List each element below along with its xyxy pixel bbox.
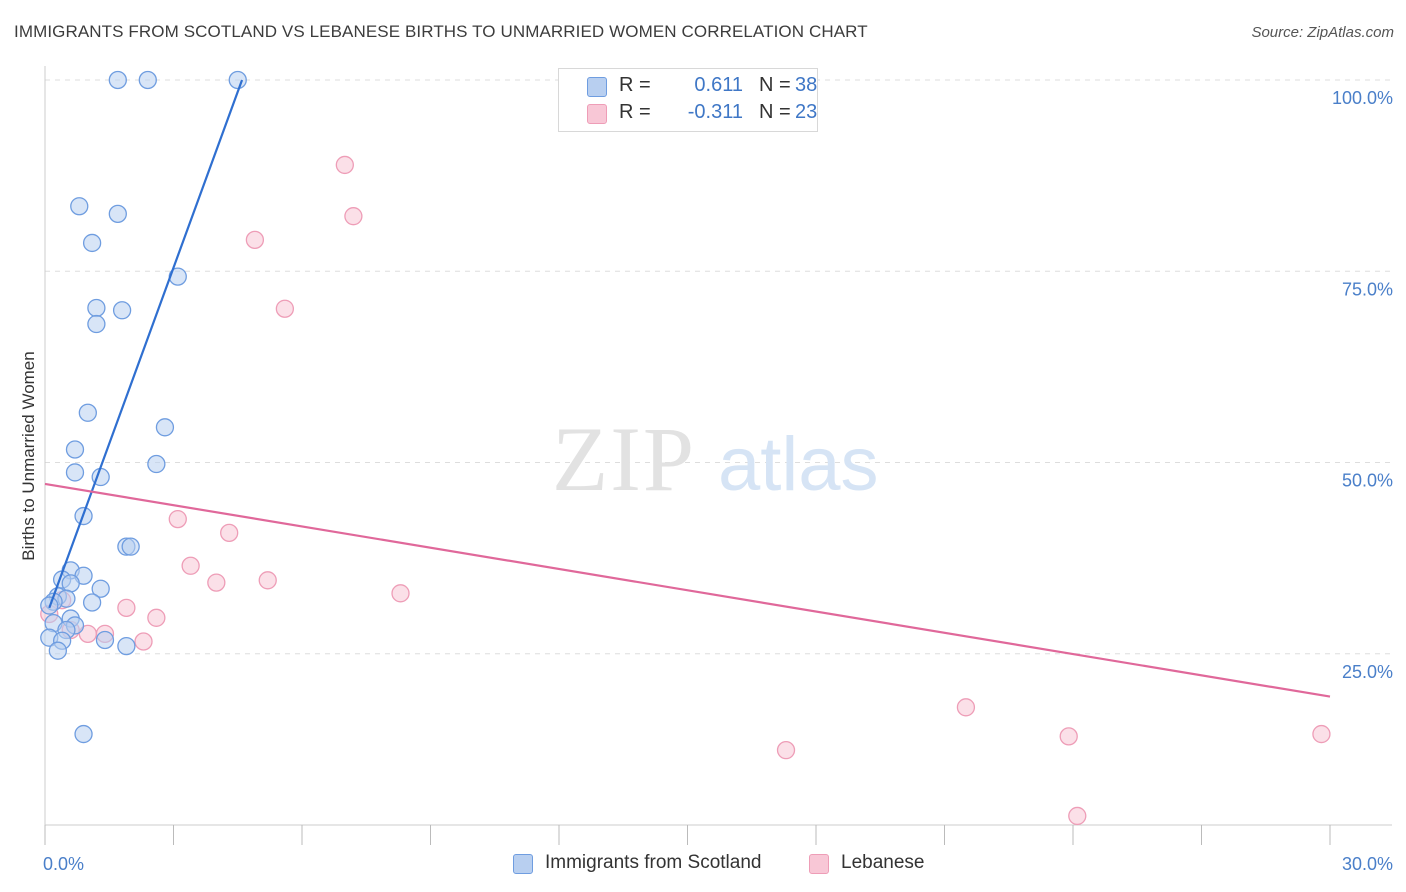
lebanese-point	[776, 740, 796, 760]
watermark-zip: ZIP	[552, 408, 696, 510]
scotland-trend-line	[48, 79, 244, 609]
lebanese-point	[181, 556, 200, 575]
correlation-legend: R = 0.611 N = 38 R = -0.311 N = 23	[558, 68, 818, 132]
lebanese-point	[275, 299, 295, 318]
bottom-legend-label: Lebanese	[841, 852, 925, 873]
scotland-point	[155, 418, 175, 437]
legend-n-label: N =	[759, 74, 791, 96]
scotland-point	[108, 70, 127, 90]
grid-lines	[45, 79, 1392, 655]
y-tick-label: 25.0%	[1342, 662, 1393, 682]
lebanese-point	[245, 230, 265, 250]
lebanese-point	[956, 698, 976, 717]
scotland-point	[108, 204, 127, 224]
watermark-atlas: atlas	[718, 422, 879, 507]
trend-lines	[44, 79, 1331, 698]
bottom-legend-swatch-blue	[513, 854, 533, 874]
scotland-point	[87, 298, 106, 318]
legend-n-label: N =	[759, 101, 791, 123]
lebanese-point	[134, 632, 153, 651]
lebanese-trend-line	[44, 482, 1331, 698]
chart-title: IMMIGRANTS FROM SCOTLAND VS LEBANESE BIR…	[14, 22, 868, 41]
legend-swatch-blue	[587, 77, 607, 97]
bottom-legend-label: Immigrants from Scotland	[545, 852, 762, 873]
scotland-point	[147, 454, 166, 474]
scotland-point	[48, 641, 67, 660]
legend-n-value: 23	[795, 101, 818, 123]
scotland-point	[82, 593, 102, 612]
axes	[44, 66, 1392, 845]
scotland-point	[138, 70, 157, 90]
legend-swatch-pink	[587, 104, 607, 124]
lebanese-point	[335, 155, 354, 175]
lebanese-point	[1059, 727, 1078, 746]
scotland-point	[87, 314, 106, 334]
y-axis-label: Births to Unmarried Women	[19, 351, 38, 560]
scotland-point	[228, 70, 247, 90]
tick-labels: 25.0% 50.0% 75.0% 100.0% 0.0% 30.0%	[43, 88, 1393, 874]
scotland-point	[78, 403, 97, 422]
y-tick-label: 100.0%	[1332, 88, 1393, 108]
scotland-point	[65, 440, 85, 459]
y-tick-label: 50.0%	[1342, 471, 1393, 491]
bottom-legend-swatch-pink	[809, 854, 829, 874]
watermark: ZIP atlas	[552, 408, 879, 510]
lebanese-point	[117, 598, 136, 617]
legend-r-value: 0.611	[694, 74, 743, 96]
lebanese-point	[258, 571, 277, 590]
scotland-point	[121, 537, 140, 556]
legend-r-value: -0.311	[687, 101, 743, 123]
scotland-point	[70, 197, 89, 216]
scotland-point	[91, 579, 110, 598]
lebanese-point	[207, 573, 226, 592]
scotland-point	[95, 630, 115, 650]
x-tick-label: 30.0%	[1342, 854, 1393, 874]
scotland-point	[65, 463, 85, 482]
legend-r-label: R =	[619, 74, 651, 96]
source-label: Source: ZipAtlas.com	[1251, 24, 1394, 41]
scotland-point	[82, 233, 102, 253]
scotland-point	[74, 724, 93, 744]
lebanese-point	[391, 584, 410, 603]
lebanese-point	[344, 207, 363, 226]
y-tick-label: 75.0%	[1342, 279, 1393, 299]
lebanese-point	[1312, 724, 1331, 744]
x-tick-label: 0.0%	[43, 854, 84, 874]
lebanese-point	[168, 509, 187, 529]
lebanese-point	[1068, 806, 1087, 826]
scotland-point	[112, 301, 132, 320]
legend-r-label: R =	[619, 101, 651, 123]
lebanese-point	[220, 523, 239, 543]
scotland-point	[117, 636, 136, 656]
legend-n-value: 38	[795, 74, 818, 96]
series-immigrants-from-scotland	[40, 70, 247, 744]
scotland-point	[61, 574, 80, 593]
lebanese-point	[147, 608, 166, 627]
